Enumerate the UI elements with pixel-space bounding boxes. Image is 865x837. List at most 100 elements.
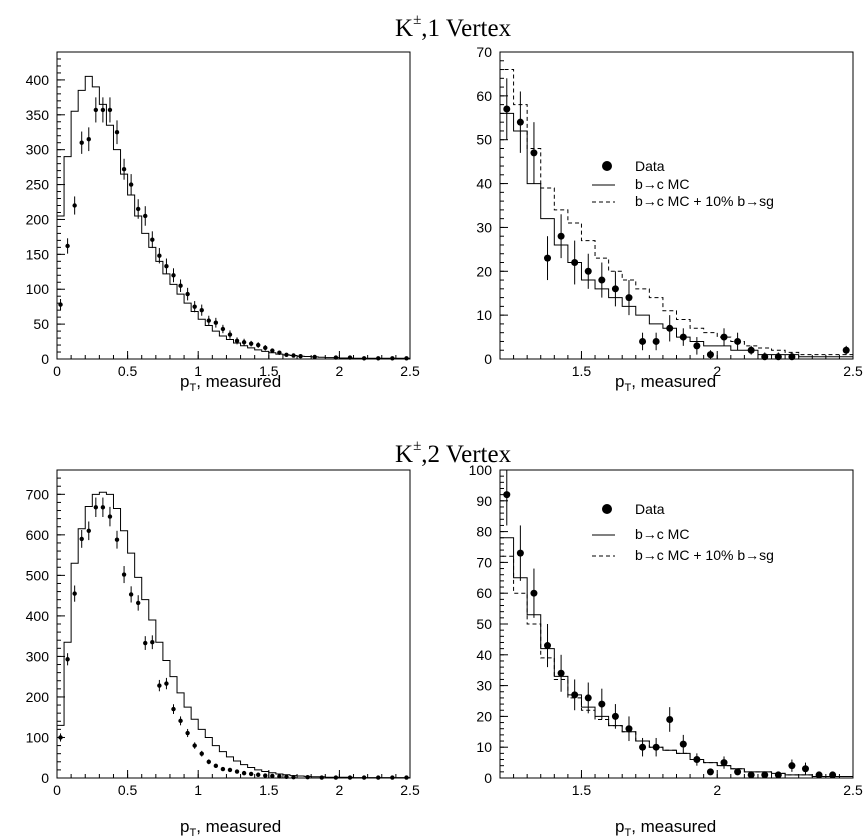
y-tick-label: 80 bbox=[476, 524, 492, 540]
data-point bbox=[571, 259, 579, 267]
data-point bbox=[390, 775, 395, 780]
plot-frame bbox=[499, 469, 854, 779]
legend-mc-sg-label: b→c MC + 10% b→sg bbox=[635, 547, 774, 563]
data-point bbox=[639, 337, 647, 345]
data-point bbox=[248, 341, 254, 346]
data-point bbox=[241, 340, 247, 345]
data-point bbox=[679, 333, 687, 341]
x-axis-label: pT, measured bbox=[180, 372, 281, 394]
y-tick-label: 70 bbox=[476, 44, 492, 60]
histogram-solid bbox=[56, 491, 411, 779]
legend-data-marker bbox=[602, 504, 612, 514]
y-axis-ticks: 0 10 20 30 40 50 60 70 bbox=[476, 44, 508, 367]
x-axis-label: pT, measured bbox=[615, 817, 716, 837]
data-point bbox=[86, 137, 91, 142]
x-tick-label: 2.5 bbox=[400, 782, 420, 798]
y-tick-label: 350 bbox=[26, 107, 50, 123]
data-point bbox=[114, 130, 120, 135]
data-point bbox=[128, 592, 134, 597]
data-point bbox=[503, 491, 511, 499]
data-point bbox=[164, 264, 169, 269]
panel-top-left: 0 0.5 1 1.5 2 2.5 0 50 100 150 200 250 300 350 400 pT… bbox=[26, 51, 420, 394]
y-tick-label: 40 bbox=[476, 176, 492, 192]
data-point bbox=[150, 237, 155, 242]
x-axis-label: pT, measured bbox=[615, 372, 716, 394]
y-tick-label: 20 bbox=[476, 263, 492, 279]
data-point bbox=[571, 691, 579, 699]
data-point bbox=[774, 771, 782, 779]
x-tick-label: 2.5 bbox=[843, 363, 863, 379]
data-point bbox=[720, 759, 728, 767]
data-point bbox=[199, 307, 204, 313]
x-tick-label: 2 bbox=[336, 782, 344, 798]
y-tick-label: 60 bbox=[476, 88, 492, 104]
panel-bottom-left: 0 0.5 1 1.5 2 2.5 0 100 200 300 400 500 600 700 pT, … bbox=[26, 469, 420, 837]
data-point bbox=[121, 572, 127, 577]
data-point bbox=[693, 342, 701, 350]
data-point bbox=[404, 775, 409, 780]
data-point bbox=[679, 740, 687, 748]
data-point bbox=[516, 549, 524, 557]
y-axis-ticks: 0 100 200 300 400 500 600 700 bbox=[26, 469, 65, 786]
x-tick-label: 1.5 bbox=[572, 363, 592, 379]
y-tick-label: 100 bbox=[26, 281, 50, 297]
data-point bbox=[107, 107, 113, 113]
data-point bbox=[220, 326, 226, 332]
x-tick-label: 1.5 bbox=[572, 782, 592, 798]
y-tick-label: 50 bbox=[33, 316, 49, 332]
x-axis-ticks: 1.5 2 2.5 bbox=[499, 770, 863, 798]
data-point bbox=[319, 775, 324, 780]
y-tick-label: 400 bbox=[26, 72, 50, 88]
data-point bbox=[150, 640, 155, 645]
data-point bbox=[277, 350, 282, 355]
data-point bbox=[256, 342, 261, 348]
legend: Data b→c MC b→c MC + 10% b→sg bbox=[592, 158, 774, 209]
data-point bbox=[93, 107, 99, 113]
y-tick-label: 40 bbox=[476, 647, 492, 663]
data-point bbox=[199, 751, 204, 756]
legend: Data b→c MC b→c MC + 10% b→sg bbox=[592, 501, 774, 563]
data-point bbox=[192, 304, 197, 309]
data-point bbox=[829, 771, 837, 779]
x-tick-label: 1 bbox=[194, 782, 202, 798]
data-point bbox=[143, 213, 148, 219]
data-point bbox=[248, 771, 254, 777]
data-point bbox=[530, 589, 538, 597]
x-tick-label: 0.5 bbox=[118, 782, 138, 798]
data-point bbox=[639, 743, 647, 751]
data-point bbox=[114, 537, 120, 542]
x-axis-ticks: 1.5 2 2.5 bbox=[499, 351, 863, 379]
data-point bbox=[128, 182, 134, 187]
data-point bbox=[788, 353, 796, 361]
data-point bbox=[135, 206, 141, 212]
y-tick-label: 0 bbox=[41, 351, 49, 367]
x-tick-label: 1.5 bbox=[259, 782, 279, 798]
row-title-2: K±,2 Vertex bbox=[395, 438, 512, 468]
data-point bbox=[171, 273, 176, 278]
data-point bbox=[121, 167, 127, 172]
legend-mc-label: b→c MC bbox=[635, 176, 689, 192]
y-axis-ticks: 0 10 20 30 40 50 60 70 80 90 100 bbox=[469, 462, 508, 786]
x-axis-ticks: 0 0.5 1 1.5 2 2.5 bbox=[53, 351, 420, 379]
data-point bbox=[333, 355, 339, 360]
data-point bbox=[544, 642, 552, 650]
histogram-dashed bbox=[499, 69, 854, 359]
data-point bbox=[503, 105, 511, 113]
data-point bbox=[171, 706, 176, 712]
data-point bbox=[284, 352, 289, 358]
data-point bbox=[747, 771, 755, 779]
x-tick-label: 0 bbox=[53, 363, 61, 379]
y-tick-label: 30 bbox=[476, 219, 492, 235]
data-point bbox=[79, 140, 84, 145]
data-point bbox=[376, 356, 381, 361]
data-point bbox=[185, 291, 190, 297]
plot-marks bbox=[56, 75, 411, 361]
data-point bbox=[376, 775, 381, 780]
y-tick-label: 0 bbox=[484, 351, 492, 367]
data-point bbox=[164, 681, 169, 686]
data-point bbox=[361, 775, 367, 780]
y-tick-label: 0 bbox=[484, 770, 492, 786]
data-point bbox=[291, 353, 296, 358]
histogram-solid bbox=[499, 537, 854, 778]
